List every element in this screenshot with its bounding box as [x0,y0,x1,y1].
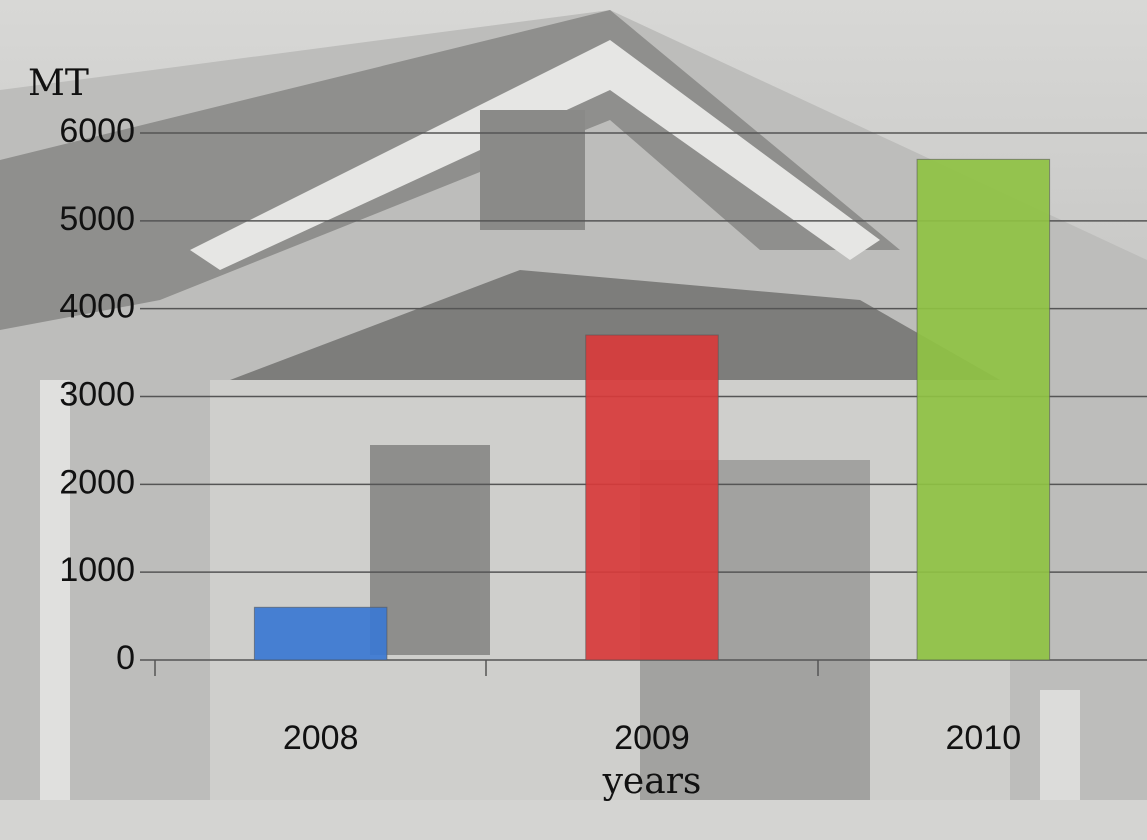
y-tick-label: 3000 [59,375,135,413]
x-axis-label: years [602,761,702,802]
category-ticks [154,660,819,676]
x-tick-label: 2010 [946,719,1022,757]
y-tick-label: 5000 [59,200,135,238]
y-axis-label: MT [28,63,89,104]
y-tick-label: 0 [116,639,135,677]
y-tick-label: 2000 [59,463,135,501]
bar [585,334,719,661]
y-tick-label: 4000 [59,288,135,326]
y-tick-label: 6000 [59,112,135,150]
y-tick-label: 1000 [59,551,135,589]
bar [916,158,1051,661]
bar [253,606,388,661]
x-tick-label: 2009 [614,719,690,757]
x-tick-label: 2008 [283,719,359,757]
